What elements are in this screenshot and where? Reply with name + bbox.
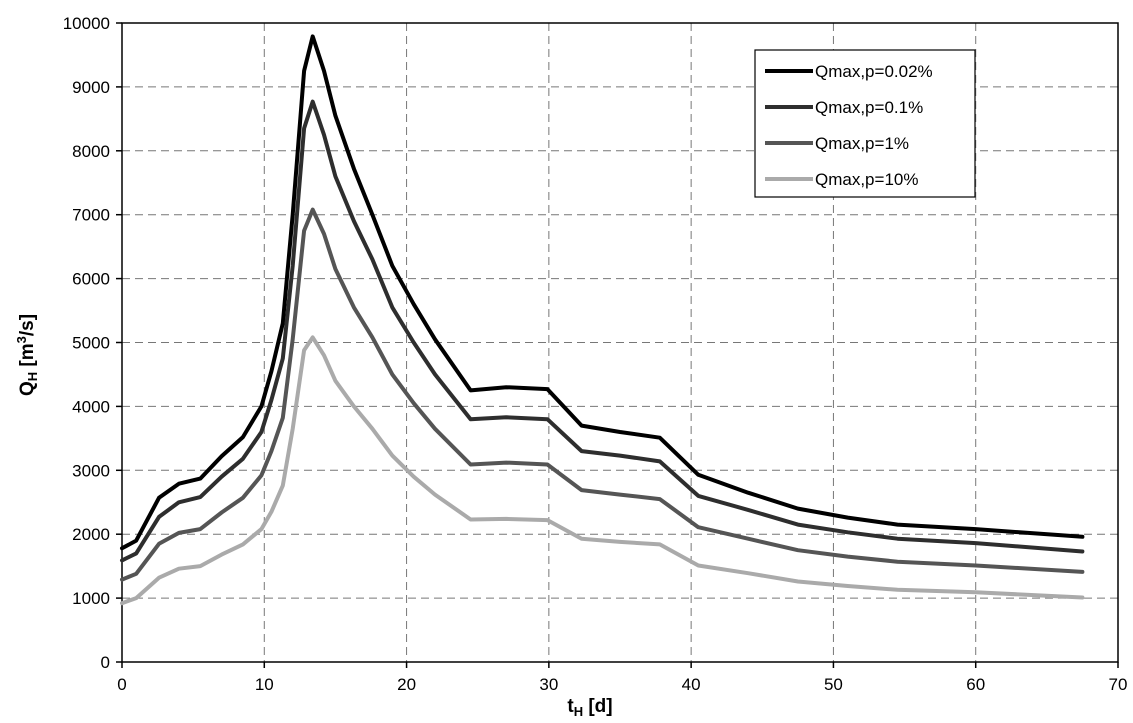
x-axis-title-sub: H <box>574 704 583 718</box>
y-tick-label: 0 <box>101 653 110 672</box>
y-axis-title-unit-sup: 3 <box>14 336 29 343</box>
x-tick-label: 20 <box>397 675 416 694</box>
series-line-3 <box>120 335 1085 606</box>
series-line-1 <box>120 99 1085 563</box>
y-tick-label: 2000 <box>72 525 110 544</box>
y-axis-title-unit-post: /s] <box>17 314 38 336</box>
series-lines <box>120 34 1085 606</box>
axis-ticks: 0 10 20 30 40 50 60 70 0 1000 2000 3000 4000 5000 6000… <box>63 14 1128 694</box>
x-axis-title-unit: [d] <box>583 696 613 717</box>
y-tick-label: 4000 <box>72 397 110 416</box>
series-line-0 <box>120 34 1085 551</box>
y-tick-label: 9000 <box>72 78 110 97</box>
y-tick-label: 10000 <box>63 14 110 33</box>
grid-lines <box>122 23 1118 662</box>
x-tick-label: 40 <box>682 675 701 694</box>
y-axis-title-main: Q <box>17 381 38 396</box>
x-tick-label: 60 <box>966 675 985 694</box>
x-tick-label: 70 <box>1109 675 1128 694</box>
series-line-2 <box>120 207 1085 582</box>
y-tick-label: 3000 <box>72 461 110 480</box>
y-tick-label: 6000 <box>72 270 110 289</box>
legend-box <box>754 49 976 198</box>
legend-label-1: Qmax,p=0.1% <box>815 98 923 117</box>
x-axis-title-main: t <box>567 696 574 717</box>
legend-label-3: Qmax,p=10% <box>815 170 918 189</box>
legend-label-0: Qmax,p=0.02% <box>815 62 933 81</box>
y-tick-label: 8000 <box>72 142 110 161</box>
x-tick-label: 0 <box>117 675 126 694</box>
x-tick-label: 30 <box>539 675 558 694</box>
x-tick-label: 10 <box>255 675 274 694</box>
y-tick-label: 1000 <box>72 589 110 608</box>
legend: Qmax,p=0.02% Qmax,p=0.1% Qmax,p=1% Qmax,p=1… <box>754 49 976 198</box>
y-axis-title-sub: H <box>25 372 40 381</box>
y-tick-label: 7000 <box>72 206 110 225</box>
x-tick-label: 50 <box>824 675 843 694</box>
y-tick-label: 5000 <box>72 334 110 353</box>
y-axis-title: QH [m3/s] <box>14 314 40 396</box>
legend-label-2: Qmax,p=1% <box>815 134 909 153</box>
x-axis-title: tH [d] <box>567 696 612 718</box>
y-axis-title-unit-pre: [m <box>17 343 38 372</box>
